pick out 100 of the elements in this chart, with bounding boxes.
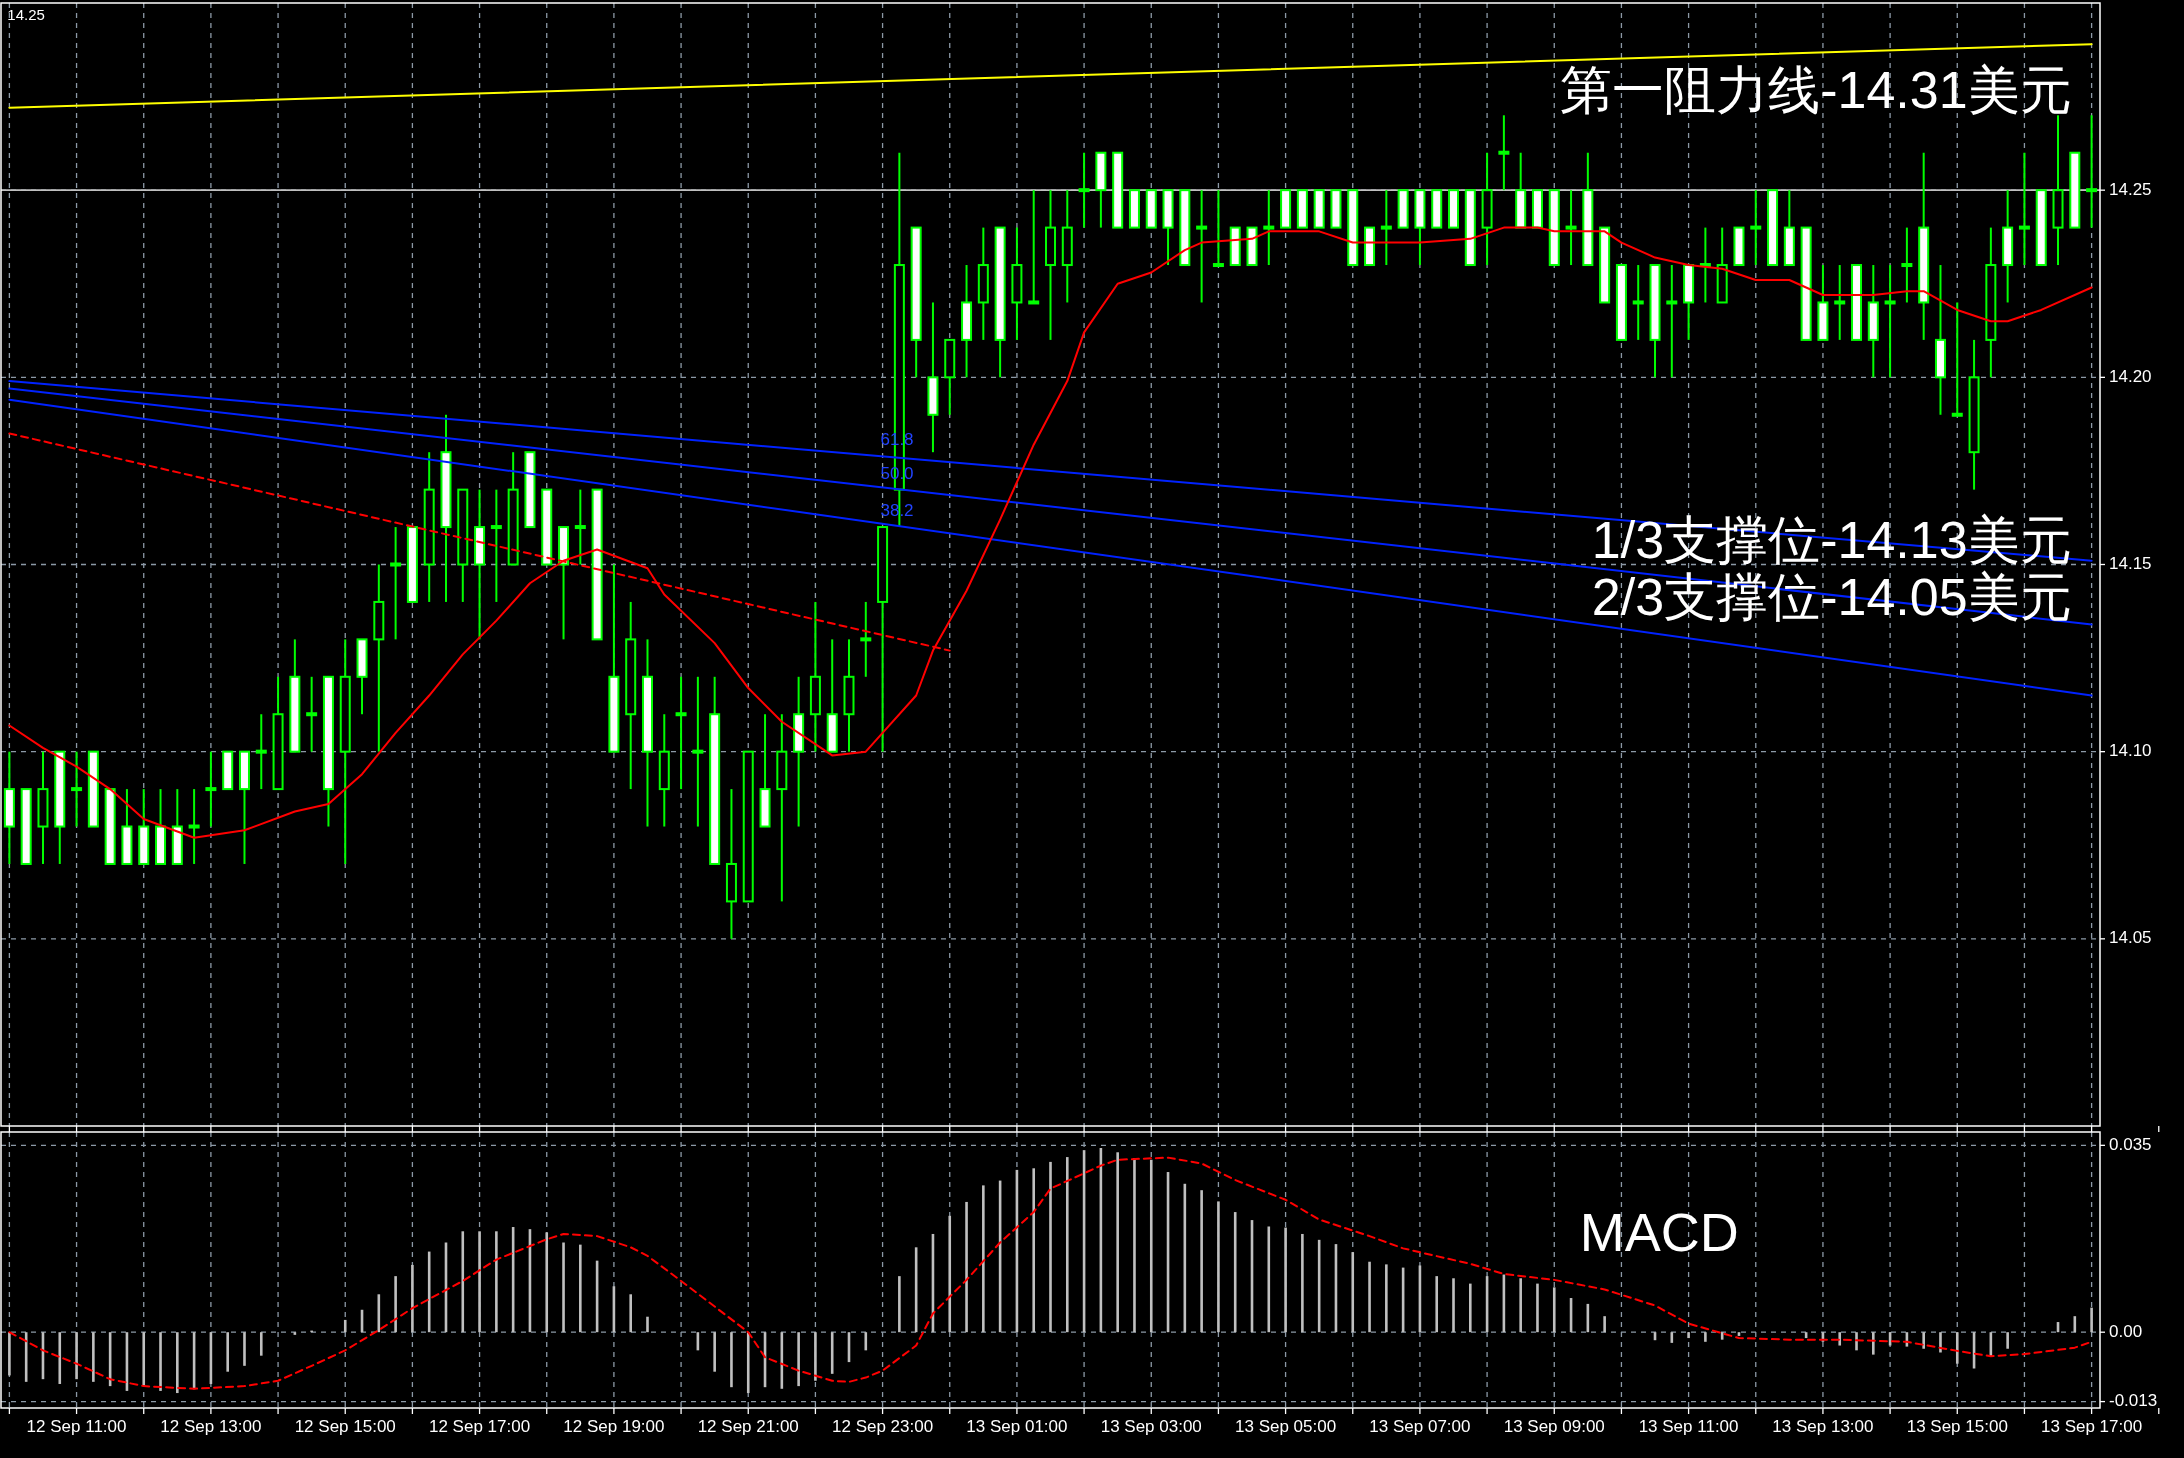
x-tick-label: 13 Sep 07:00 [1369, 1417, 1471, 1436]
x-tick-label: 12 Sep 11:00 [26, 1417, 127, 1436]
candlestick [1380, 189, 1392, 267]
candlestick [1196, 189, 1208, 304]
candlestick [490, 488, 502, 603]
bar [2006, 1332, 2009, 1349]
y-tick-label: -0.013 [2109, 1391, 2158, 1411]
x-tick-label: 12 Sep 13:00 [160, 1417, 262, 1436]
x-tick-label: 12 Sep 21:00 [697, 1417, 799, 1436]
bar [58, 1332, 62, 1384]
bar [982, 1185, 985, 1333]
bar [1536, 1283, 1539, 1333]
bar [343, 1319, 347, 1333]
bar [394, 1276, 397, 1333]
bar [948, 1215, 952, 1333]
candlestick [675, 675, 687, 791]
candlestick [2018, 151, 2030, 267]
bar [411, 1264, 414, 1333]
bar [1233, 1212, 1237, 1333]
bar [1049, 1161, 1052, 1333]
x-tick-label: 12 Sep 17:00 [428, 1417, 531, 1436]
text: MACD [1579, 1202, 1739, 1263]
bar [1435, 1276, 1439, 1333]
candlestick [574, 488, 586, 566]
bar [243, 1332, 246, 1366]
bar [1872, 1332, 1875, 1355]
bar [1217, 1201, 1220, 1333]
bar [495, 1231, 498, 1333]
bar [864, 1332, 868, 1351]
x-tick-label: 13 Sep 03:00 [1100, 1417, 1202, 1436]
bar [226, 1332, 229, 1372]
bar [1284, 1227, 1287, 1333]
candlestick [1028, 189, 1040, 305]
bar [1452, 1278, 1455, 1333]
bar [1351, 1252, 1355, 1333]
candlestick [860, 600, 872, 678]
bar [1838, 1332, 1842, 1346]
y-tick-label: 14.20 [2109, 366, 2152, 386]
bar [1133, 1158, 1136, 1333]
bar [1032, 1168, 1036, 1333]
candlestick [1212, 189, 1224, 268]
bar [1116, 1152, 1119, 1333]
x-tick-label: 13 Sep 01:00 [966, 1417, 1068, 1436]
candlestick [1078, 151, 1090, 229]
x-tick-label: 12 Sep 19:00 [563, 1417, 665, 1436]
bar [75, 1332, 78, 1380]
candlestick [1632, 264, 1644, 341]
bar [1385, 1264, 1388, 1333]
candlestick [390, 526, 402, 641]
bar [713, 1332, 716, 1372]
y-tick-label: 0.035 [2109, 1134, 2152, 1154]
x-tick-label: 13 Sep 05:00 [1235, 1417, 1337, 1436]
bar [1469, 1283, 1472, 1333]
candlestick [1263, 189, 1275, 267]
x-tick-label: 13 Sep 15:00 [1906, 1417, 2008, 1436]
bar [1704, 1332, 1707, 1342]
bar [1065, 1157, 1069, 1333]
x-tick-label: 13 Sep 11:00 [1638, 1417, 1739, 1436]
bar [898, 1276, 901, 1333]
candlestick [2086, 114, 2098, 229]
candlestick [71, 750, 83, 828]
bar [1519, 1278, 1522, 1333]
candlestick [1498, 114, 1510, 192]
x-tick-label: 12 Sep 23:00 [832, 1417, 934, 1436]
y-tick-label: 0.00 [2109, 1321, 2143, 1341]
bar [562, 1242, 565, 1333]
candlestick [692, 675, 704, 828]
candlestick [1666, 264, 1678, 379]
bar [1955, 1332, 1959, 1364]
annotation: 14.25 [7, 6, 45, 24]
bar [142, 1332, 146, 1387]
bar [1368, 1261, 1371, 1333]
candlestick [1750, 189, 1762, 267]
candlestick [1565, 189, 1577, 267]
candlestick [255, 713, 267, 791]
series-label: 第一阻力线-14.31美元 [1560, 61, 2072, 120]
candlestick [306, 675, 318, 753]
bar [814, 1332, 817, 1381]
x-tick-label: 13 Sep 09:00 [1503, 1417, 1605, 1436]
bar [1922, 1332, 1925, 1349]
bar [478, 1231, 481, 1333]
y-tick-label: 14.15 [2109, 553, 2152, 573]
candlestick [205, 750, 217, 828]
bar [2090, 1307, 2093, 1333]
y-tick-label: 14.25 [2109, 179, 2152, 199]
bar [646, 1316, 649, 1333]
x-tick-label: 12 Sep 15:00 [294, 1417, 396, 1436]
bar [1939, 1332, 1942, 1353]
bar [8, 1332, 11, 1376]
bar [830, 1332, 834, 1374]
bar [1149, 1159, 1153, 1333]
bar [1603, 1316, 1606, 1333]
bar [797, 1332, 800, 1387]
bar [259, 1332, 263, 1356]
bar [1687, 1332, 1690, 1339]
candlestick [188, 788, 200, 865]
y-tick-label: 14.10 [2109, 741, 2152, 761]
bar [1200, 1190, 1203, 1333]
bar [461, 1231, 465, 1333]
bar [176, 1332, 179, 1394]
